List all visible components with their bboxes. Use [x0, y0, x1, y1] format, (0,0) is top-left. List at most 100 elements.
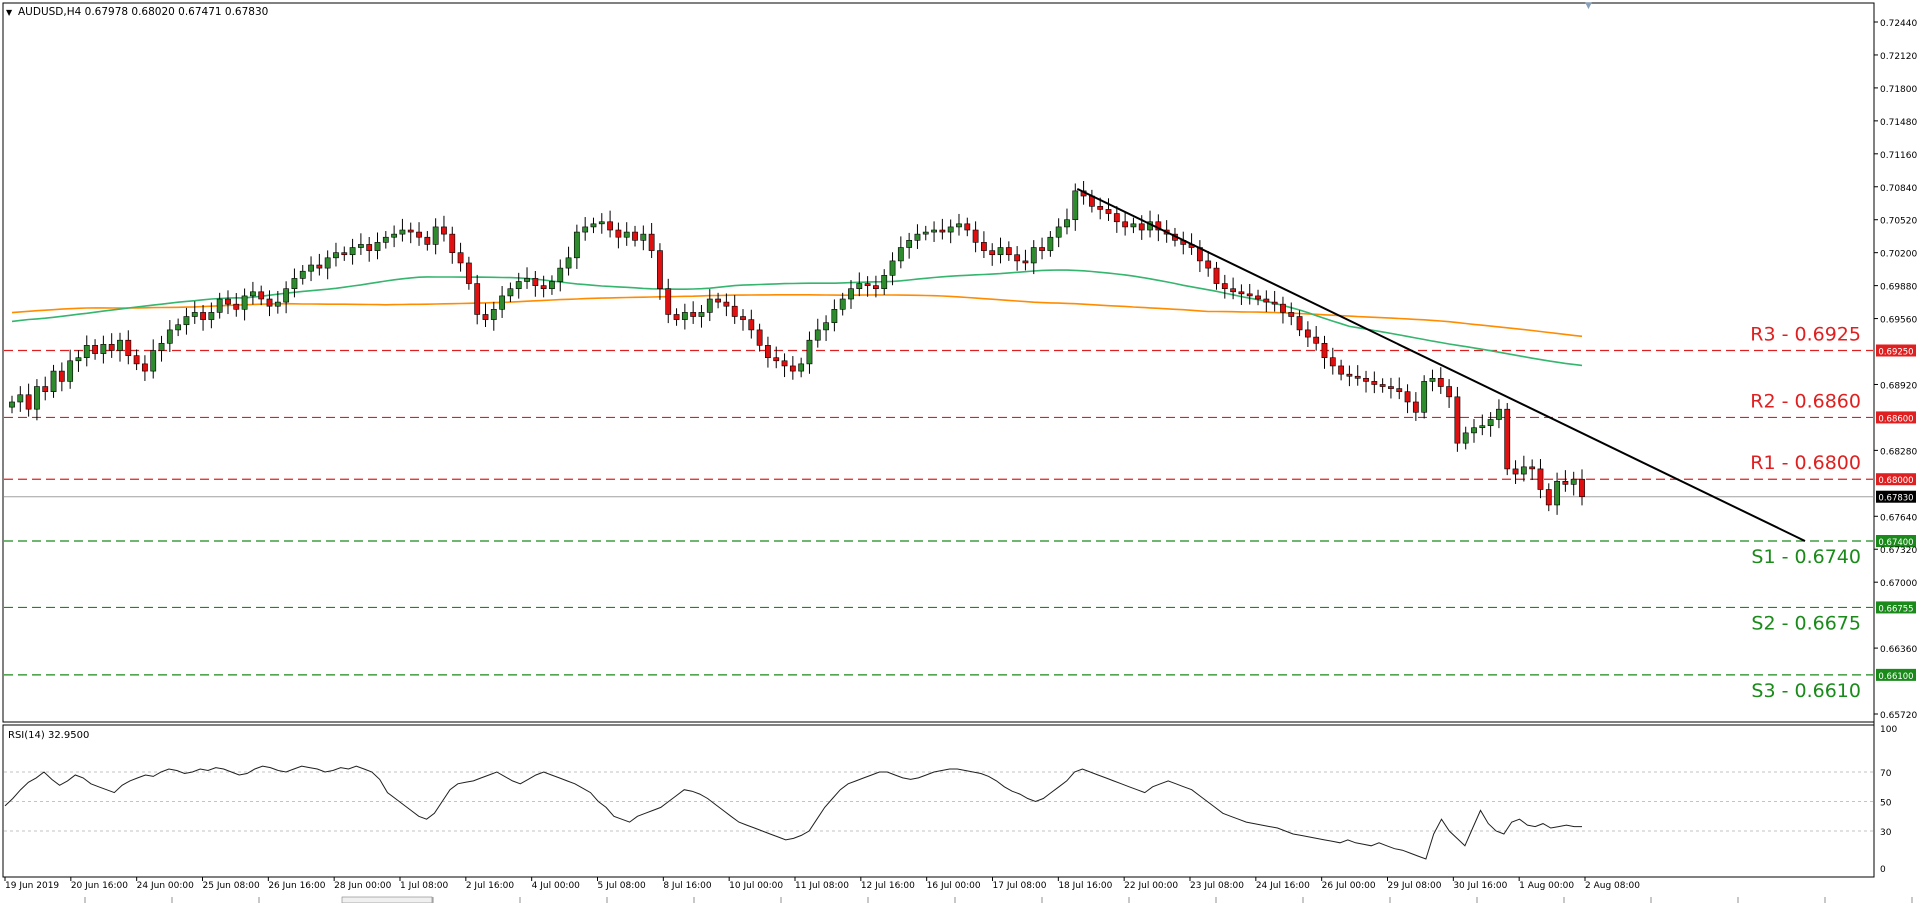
triangle-down-icon[interactable]: ▼: [6, 8, 13, 17]
candle-body: [457, 252, 464, 264]
candle-body: [632, 231, 638, 241]
time-axis-label: 24 Jul 16:00: [1256, 881, 1310, 891]
candle-body: [1205, 260, 1212, 269]
candle-body: [1437, 377, 1444, 387]
candle-body: [1064, 219, 1070, 228]
candle-body: [806, 339, 813, 365]
time-axis-label: 19 Jun 2019: [5, 881, 59, 891]
candle-body: [1263, 298, 1270, 303]
candle-body: [1014, 254, 1021, 262]
candle-body: [233, 303, 240, 310]
candle-body: [723, 301, 730, 307]
candle-body: [42, 386, 49, 392]
candle-body: [989, 250, 996, 256]
price-axis-label: 0.67640: [1880, 513, 1917, 523]
candle-body: [889, 260, 896, 276]
candle-body: [1022, 260, 1029, 264]
price-axis-label: 0.67000: [1880, 579, 1917, 589]
candle-body: [83, 345, 90, 359]
candle-body: [507, 288, 514, 297]
candle-body: [1313, 336, 1320, 344]
level-label-s3: S3 - 0.6610: [1751, 680, 1861, 702]
chart-scrollbar-thumb[interactable]: [341, 896, 433, 904]
candle-body: [972, 229, 979, 243]
price-panel-frame: [2, 2, 1875, 723]
candle-body: [648, 233, 655, 251]
candle-body: [781, 360, 788, 367]
candle-body: [848, 288, 854, 300]
candle-body: [1304, 329, 1311, 338]
candle-body: [299, 270, 306, 279]
rsi-axis-label: 30: [1880, 828, 1892, 838]
candle-body: [922, 231, 929, 235]
candle-body: [789, 365, 796, 372]
candle-body: [258, 291, 265, 300]
candle-body: [856, 283, 863, 290]
candle-body: [1288, 312, 1295, 317]
candle-body: [740, 316, 746, 320]
level-tag-s3: [1876, 668, 1916, 681]
candle-body: [17, 394, 24, 403]
candle-body: [1512, 468, 1519, 475]
candle-body: [1030, 247, 1037, 264]
candle-body: [1238, 291, 1245, 295]
candle-body: [1454, 396, 1461, 444]
candle-body: [117, 339, 123, 351]
moving-average-fast: [11, 269, 1583, 367]
candle-body: [274, 301, 281, 307]
time-axis-label: 23 Jul 08:00: [1190, 881, 1244, 891]
candle-body: [1055, 226, 1062, 238]
symbol-ohlc-label: AUDUSD,H4 0.67978 0.68020 0.67471 0.6783…: [18, 6, 268, 18]
candle-body: [150, 350, 157, 372]
level-tag-s1: [1876, 535, 1916, 547]
time-axis-label: 20 Jun 16:00: [71, 881, 128, 891]
candle-body: [706, 298, 713, 313]
time-axis-label: 11 Jul 08:00: [795, 881, 849, 891]
candle-body: [1537, 468, 1544, 490]
time-axis-label: 26 Jun 16:00: [268, 881, 325, 891]
candle-body: [1113, 213, 1120, 223]
rsi-axis-label: 100: [1880, 725, 1897, 735]
candle-body: [166, 329, 173, 344]
level-label-s2: S2 - 0.6675: [1751, 612, 1861, 634]
chevron-down-icon[interactable]: ▼: [1585, 1, 1592, 11]
current-price-tag: [1876, 490, 1916, 503]
candle-body: [590, 223, 597, 228]
candle-body: [291, 278, 298, 290]
level-label-s1: S1 - 0.6740: [1751, 546, 1861, 568]
candle-body: [640, 233, 647, 241]
candle-body: [1562, 480, 1569, 485]
candle-body: [964, 223, 971, 231]
candle-body: [582, 226, 589, 233]
candle-body: [765, 345, 771, 359]
candle-body: [831, 309, 838, 323]
candle-body: [1504, 408, 1511, 470]
candle-body: [1379, 384, 1386, 387]
downtrend-line[interactable]: [1076, 187, 1806, 542]
price-axis-label: 0.71160: [1880, 151, 1917, 161]
candle-body: [947, 226, 954, 233]
candle-body: [474, 283, 481, 315]
candle-body: [931, 229, 937, 233]
price-axis-label: 0.65720: [1880, 711, 1917, 721]
level-tag-text-r3: 0.69250: [1878, 347, 1913, 357]
candle-body: [92, 345, 98, 354]
candle-body: [241, 295, 248, 310]
candle-body: [939, 229, 946, 233]
candle-body: [34, 386, 40, 410]
candle-body: [540, 285, 547, 290]
candle-body: [333, 252, 339, 259]
candle-body: [1412, 401, 1419, 413]
candle-body: [607, 221, 613, 231]
time-axis-label: 30 Jul 16:00: [1453, 881, 1507, 891]
candle-body: [681, 312, 688, 320]
candle-body: [374, 242, 381, 251]
candle-body: [125, 339, 132, 356]
time-axis-label: 29 Jul 08:00: [1388, 881, 1442, 891]
candle-body: [191, 312, 198, 317]
candle-body: [1213, 267, 1220, 284]
candle-body: [58, 370, 65, 382]
candle-body: [249, 291, 256, 297]
